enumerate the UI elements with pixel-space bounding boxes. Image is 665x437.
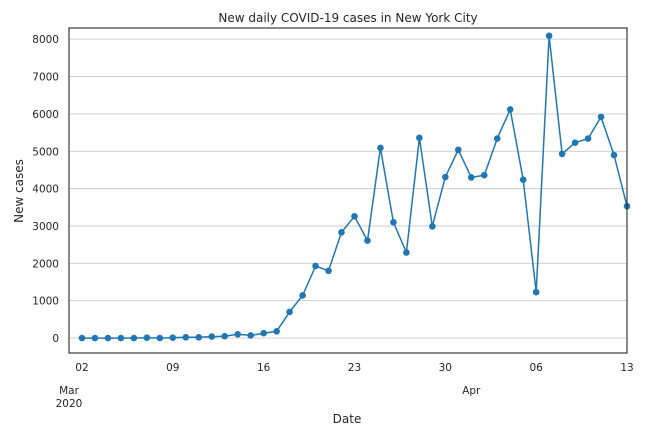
y-tick-label: 8000 bbox=[32, 34, 59, 46]
data-point bbox=[377, 144, 384, 152]
x-tick-label: 09 bbox=[166, 362, 179, 374]
data-point bbox=[597, 113, 605, 121]
data-point bbox=[351, 212, 358, 220]
x-year-label: 2020 bbox=[56, 398, 83, 410]
data-point bbox=[545, 32, 553, 40]
data-point bbox=[156, 334, 164, 342]
data-point bbox=[130, 334, 138, 342]
y-tick-label: 4000 bbox=[32, 184, 59, 196]
data-point bbox=[610, 151, 618, 159]
data-point bbox=[480, 171, 488, 179]
x-tick-label: 13 bbox=[620, 362, 633, 374]
data-point bbox=[221, 332, 229, 340]
data-point bbox=[519, 176, 527, 183]
data-point bbox=[91, 334, 99, 342]
data-point bbox=[247, 332, 254, 339]
data-point bbox=[442, 173, 449, 181]
x-tick-label: 16 bbox=[257, 362, 271, 374]
y-tick-label: 2000 bbox=[32, 258, 59, 270]
y-tick-label: 0 bbox=[52, 333, 59, 345]
data-point bbox=[182, 334, 190, 341]
data-point bbox=[299, 292, 306, 299]
data-point bbox=[416, 134, 423, 142]
plot-frame bbox=[68, 27, 628, 354]
data-point bbox=[78, 334, 86, 342]
y-tick-label: 7000 bbox=[32, 72, 59, 84]
data-point bbox=[506, 106, 514, 113]
data-point bbox=[584, 135, 592, 142]
y-tick-label: 1000 bbox=[32, 296, 59, 308]
data-point bbox=[143, 334, 151, 341]
series-cases bbox=[78, 32, 631, 342]
data-point bbox=[571, 139, 579, 146]
data-point bbox=[429, 223, 436, 230]
data-point bbox=[403, 249, 410, 256]
chart-title: New daily COVID-19 cases in New York Cit… bbox=[218, 11, 477, 25]
data-point bbox=[195, 334, 203, 341]
gridlines bbox=[69, 38, 627, 339]
y-tick-label: 5000 bbox=[32, 146, 59, 158]
x-tick-label: 06 bbox=[529, 362, 543, 374]
x-axis-label: Date bbox=[333, 412, 362, 426]
data-point bbox=[325, 267, 332, 275]
data-point bbox=[234, 331, 241, 338]
data-point bbox=[273, 328, 280, 335]
data-point bbox=[467, 174, 475, 181]
data-point bbox=[286, 308, 293, 316]
data-point bbox=[493, 135, 501, 142]
data-point bbox=[208, 333, 216, 340]
y-tick-label: 6000 bbox=[32, 109, 59, 121]
y-tick-label: 3000 bbox=[32, 221, 59, 233]
data-point bbox=[312, 262, 319, 270]
data-point bbox=[338, 229, 345, 236]
data-point bbox=[260, 329, 267, 337]
x-tick-label: 23 bbox=[348, 362, 361, 374]
data-point bbox=[455, 146, 462, 154]
x-month-label: Mar bbox=[59, 385, 79, 397]
data-point bbox=[104, 334, 112, 342]
x-month-label: Apr bbox=[462, 385, 481, 397]
data-point bbox=[169, 334, 177, 341]
data-point bbox=[364, 237, 371, 244]
data-point bbox=[532, 288, 540, 296]
data-point bbox=[117, 334, 125, 342]
y-axis-ticks: 0 1000 2000 3000 4000 5000 6000 7000 8000 bbox=[32, 34, 59, 345]
data-point bbox=[390, 218, 397, 226]
x-tick-label: 30 bbox=[439, 362, 452, 374]
series-line bbox=[82, 35, 628, 339]
data-point bbox=[558, 150, 566, 158]
y-axis-label: New cases bbox=[12, 159, 26, 223]
x-tick-label: 02 bbox=[75, 362, 88, 374]
